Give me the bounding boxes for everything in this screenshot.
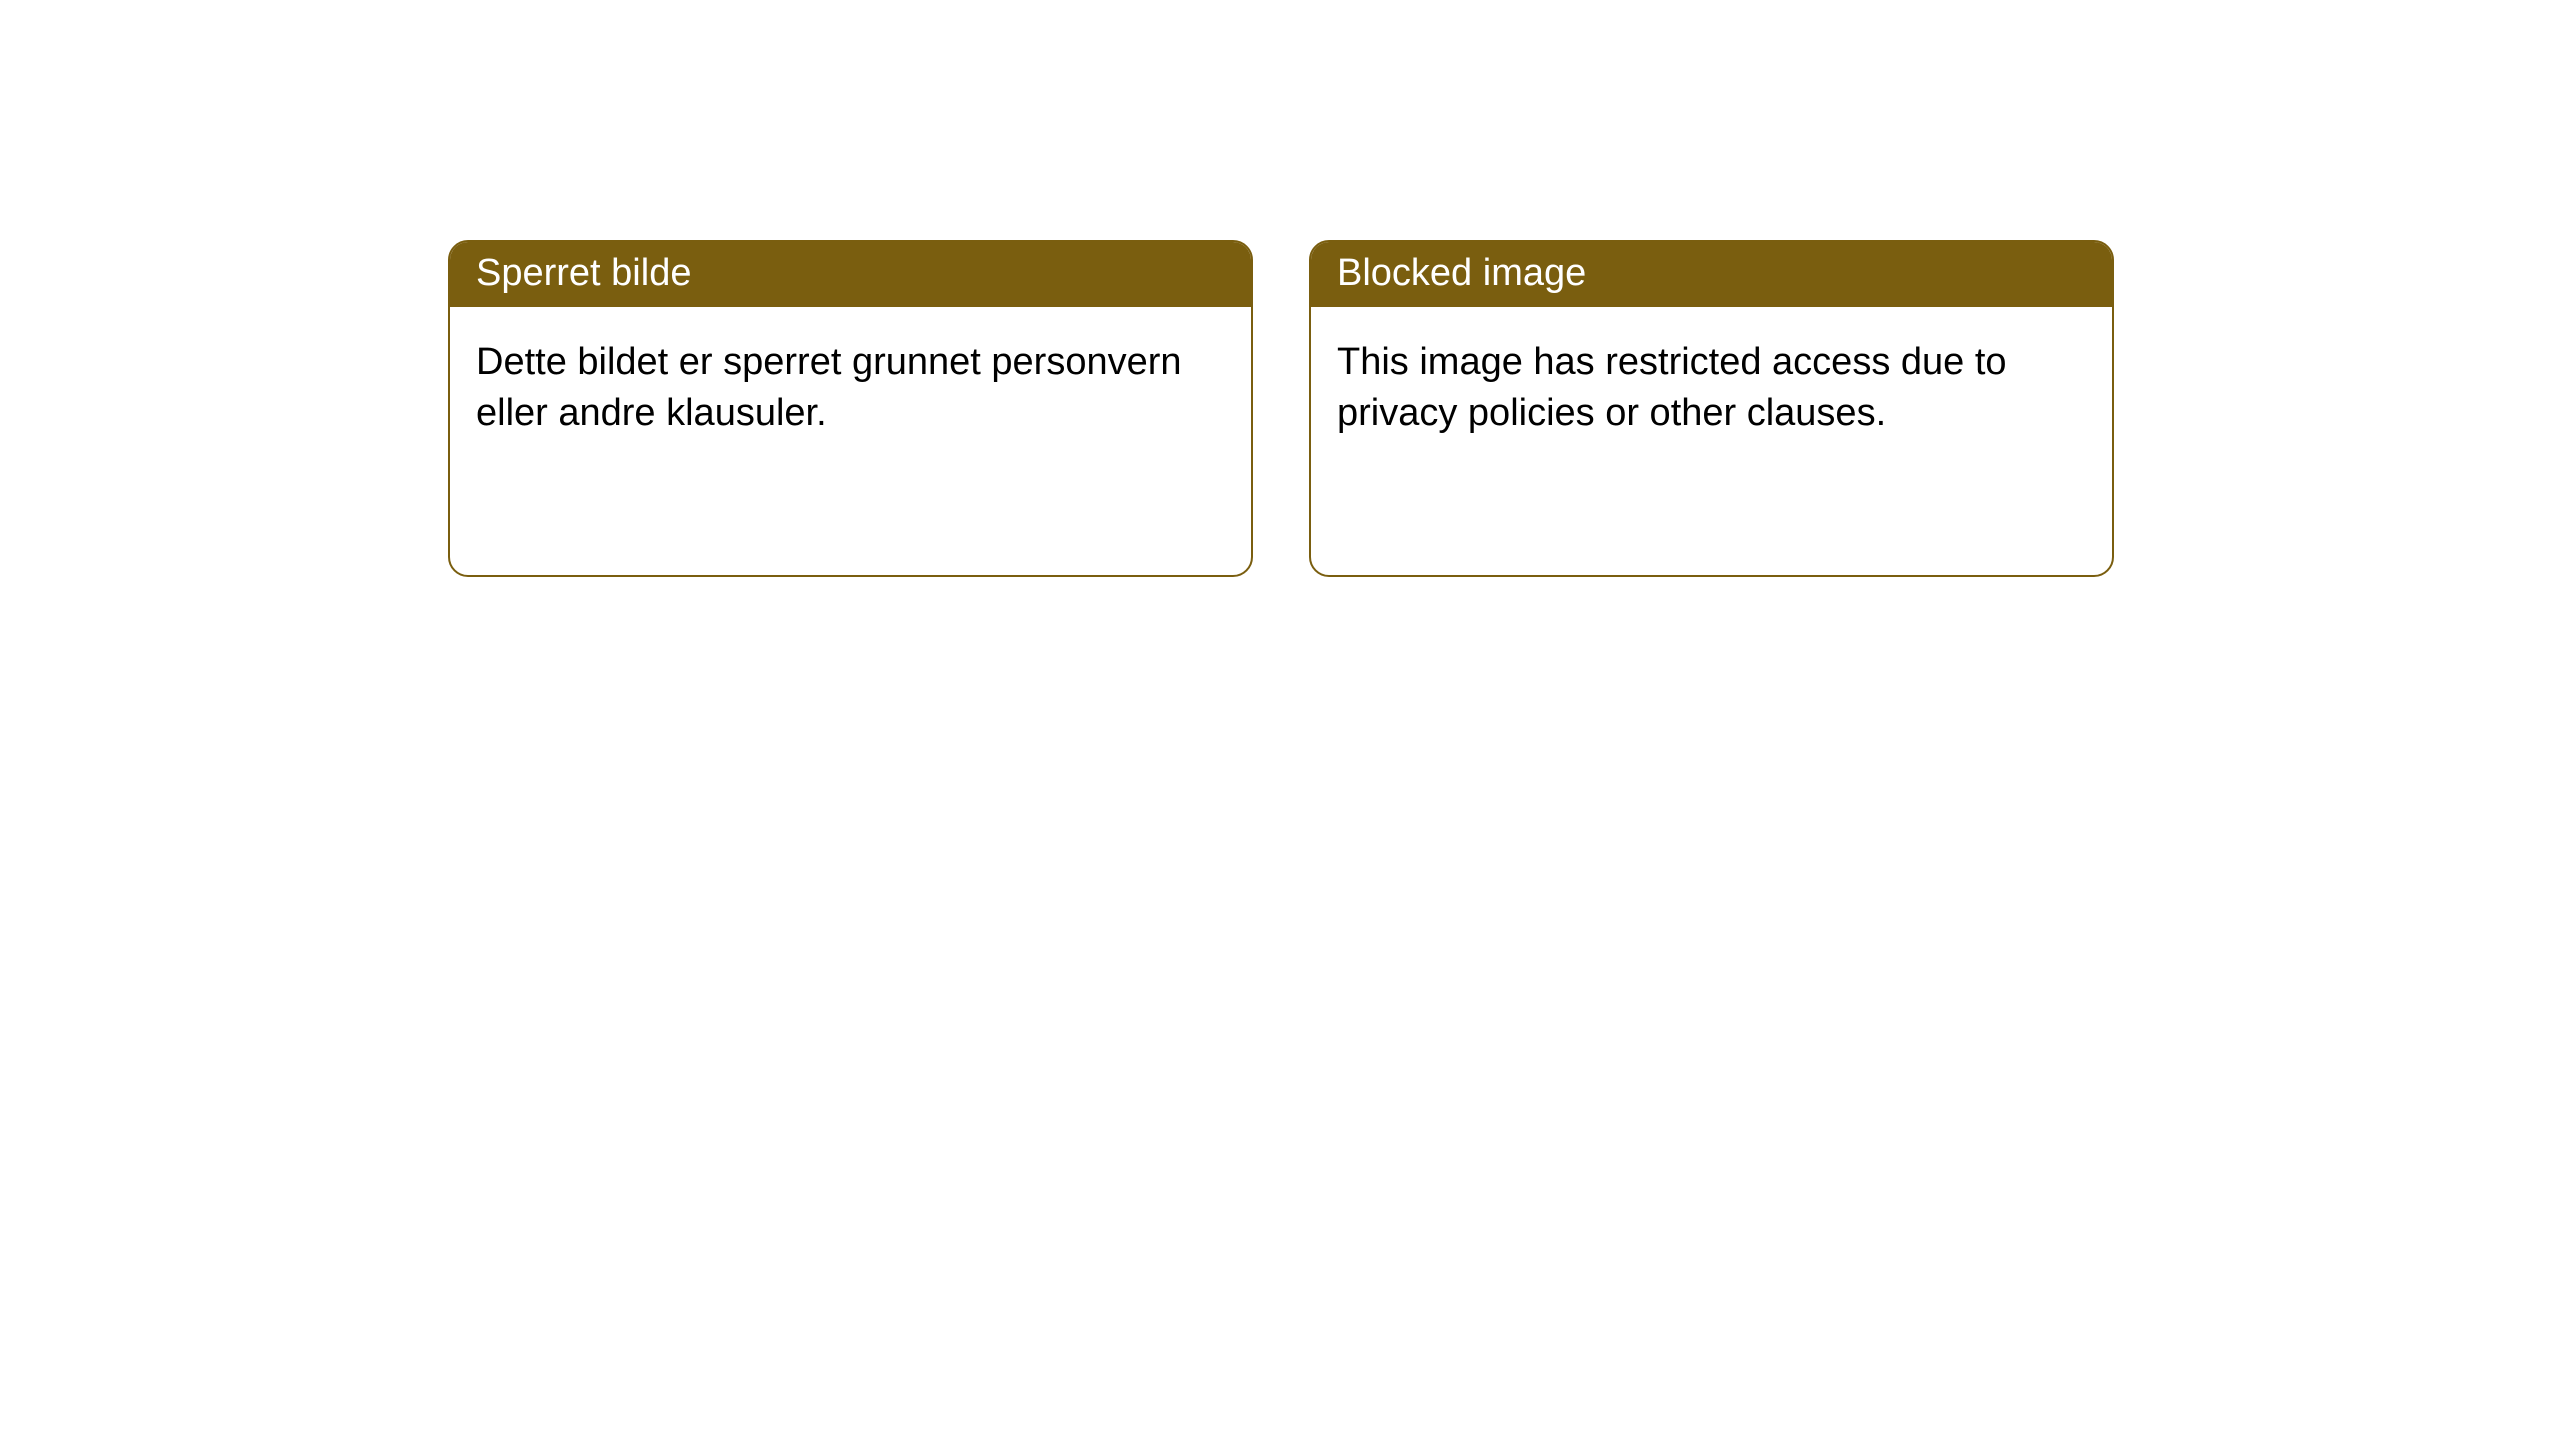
notice-card-norwegian: Sperret bilde Dette bildet er sperret gr… bbox=[448, 240, 1253, 577]
notice-container: Sperret bilde Dette bildet er sperret gr… bbox=[0, 0, 2560, 577]
notice-title-english: Blocked image bbox=[1311, 242, 2112, 307]
notice-card-english: Blocked image This image has restricted … bbox=[1309, 240, 2114, 577]
notice-title-norwegian: Sperret bilde bbox=[450, 242, 1251, 307]
notice-body-english: This image has restricted access due to … bbox=[1311, 307, 2112, 470]
notice-body-norwegian: Dette bildet er sperret grunnet personve… bbox=[450, 307, 1251, 470]
